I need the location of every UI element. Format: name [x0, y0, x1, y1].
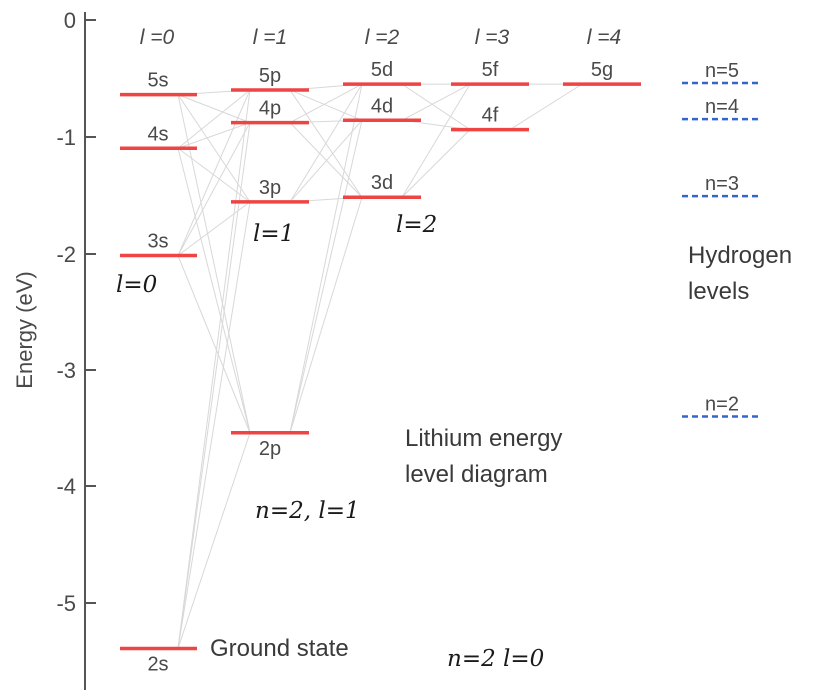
transition-line [177, 122, 251, 649]
transition-line [177, 255, 251, 433]
level-label-5p: 5p [259, 65, 281, 87]
hydrogen-label-n2: n=2 [705, 393, 739, 415]
column-header-l3: l =3 [475, 26, 510, 49]
ground-state-label: Ground state [210, 635, 349, 662]
level-label-5s: 5s [147, 70, 168, 92]
level-label-2s: 2s [147, 653, 168, 675]
axis-label: Energy (eV) [12, 271, 37, 388]
level-label-4s: 4s [147, 123, 168, 145]
transition-line [177, 201, 251, 256]
handwritten-2p-note: n=2, l=1 [255, 498, 360, 524]
tick-label-minus2: -2 [56, 242, 76, 267]
transition-line [401, 83, 471, 198]
transition-line [401, 83, 471, 121]
transition-line [289, 84, 363, 433]
transition-line [401, 129, 471, 198]
transition-line [401, 83, 471, 131]
transition-line [289, 120, 363, 433]
level-label-4f: 4f [482, 105, 499, 127]
hydrogen-label-n4: n=4 [705, 96, 739, 118]
level-label-4p: 4p [259, 98, 281, 120]
transition-line [177, 89, 251, 649]
diagram-caption-line2: level diagram [405, 461, 548, 488]
level-label-5g: 5g [591, 59, 613, 81]
transition-line [177, 89, 251, 149]
handwritten-l2-note: l=2 [396, 212, 437, 238]
transition-line [289, 89, 363, 121]
level-label-3d: 3d [371, 172, 393, 194]
level-label-4d: 4d [371, 95, 393, 117]
column-header-l4: l =4 [587, 26, 621, 49]
level-label-3p: 3p [259, 177, 281, 199]
tick-label-minus5: -5 [56, 591, 76, 616]
tick-label-minus1: -1 [56, 125, 76, 150]
transition-line [177, 122, 251, 149]
diagram-caption-line1: Lithium energy [405, 425, 562, 452]
level-label-5f: 5f [482, 59, 499, 81]
transition-lines [177, 83, 583, 649]
column-header-l0: l =0 [140, 26, 175, 49]
hydrogen-caption-line2: levels [688, 278, 749, 305]
tick-label-0: 0 [64, 8, 76, 33]
level-label-5d: 5d [371, 59, 393, 81]
tick-label-minus3: -3 [56, 358, 76, 383]
lithium-levels [120, 82, 641, 651]
transition-line [289, 197, 363, 433]
handwritten-l1-note: l=1 [253, 221, 294, 247]
transition-line [289, 122, 363, 198]
transition-line [509, 83, 583, 131]
transition-line [177, 432, 251, 649]
transition-line [177, 89, 251, 256]
hydrogen-label-n5: n=5 [705, 60, 739, 82]
transition-line [177, 148, 251, 433]
handwritten-l0-note: l=0 [116, 272, 157, 298]
column-header-l1: l =1 [253, 26, 287, 49]
level-label-2p: 2p [259, 438, 281, 460]
hydrogen-label-n3: n=3 [705, 173, 739, 195]
tick-label-minus4: -4 [56, 474, 76, 499]
hydrogen-caption-line1: Hydrogen [688, 242, 792, 269]
transition-line [289, 83, 363, 124]
transition-line [289, 83, 363, 203]
transition-line [177, 201, 251, 649]
transition-line [289, 119, 363, 203]
transition-line [177, 122, 251, 256]
column-header-l2: l =2 [365, 26, 400, 49]
transition-line [177, 147, 251, 203]
energy-axis-ticks [85, 19, 96, 604]
level-label-3s: 3s [147, 231, 168, 253]
handwritten-ground-note: n=2 l=0 [447, 646, 544, 672]
hydrogen-levels: n=5 n=4 n=3 n=2 [682, 60, 762, 418]
lithium-level-labels: 5s 4s 3s 2s 5p 4p 3p 2p 5d 4d 3d 5f 4f 5… [147, 59, 613, 675]
transition-line [177, 94, 251, 433]
